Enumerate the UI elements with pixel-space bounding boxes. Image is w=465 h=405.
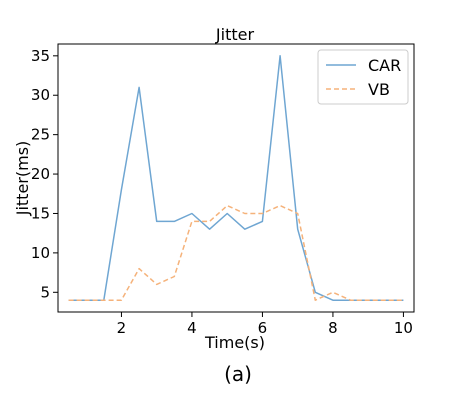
series-layer [68,55,404,301]
legend-box [317,49,409,105]
y-tick-label-0: 5 [40,283,50,301]
series-line-car [68,55,404,301]
y-tick-label-1: 10 [31,244,50,262]
legend-label-car: CAR [368,56,401,75]
y-tick-label-5: 30 [31,86,50,104]
x-tick-label-4: 10 [394,319,413,337]
chart-title: Jitter [215,25,255,44]
series-line-vb [68,204,404,301]
plot-axes: 2 4 6 8 10 5 10 15 20 25 30 35 [31,43,415,337]
y-tick-label-4: 25 [31,126,50,144]
x-tick-label-3: 8 [328,319,338,337]
x-tick-label-0: 2 [117,319,127,337]
plot-frame [57,43,415,313]
x-axis-label: Time(s) [204,333,265,352]
x-tick-label-2: 6 [258,319,268,337]
legend: CAR VB [317,49,409,105]
y-tick-label-6: 35 [31,47,50,65]
legend-label-vb: VB [368,80,390,99]
y-tick-label-3: 20 [31,165,50,183]
y-tick-label-2: 15 [31,204,50,222]
figure-caption: (a) [224,362,252,386]
x-tick-label-1: 4 [187,319,197,337]
y-axis-label: Jitter(ms) [13,141,32,217]
